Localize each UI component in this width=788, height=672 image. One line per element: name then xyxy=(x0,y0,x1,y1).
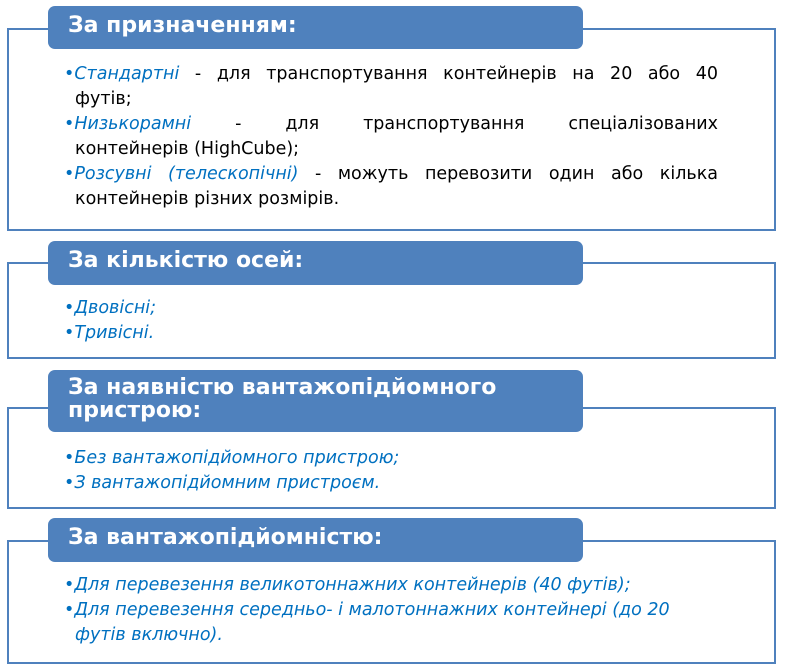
section-lifting-device-header: За наявністю вантажопідйомного пристрою: xyxy=(48,370,583,432)
item-term: Без вантажопідйомного пристрою; xyxy=(74,448,400,468)
section-purpose-header: За призначенням: xyxy=(48,6,583,49)
item-term: Низькорамні xyxy=(74,114,192,134)
section-purpose-list: •Стандартні - для транспортування контей… xyxy=(64,62,718,212)
item-text: - можуть перевозити один або кілька xyxy=(298,164,718,184)
bullet-icon: • xyxy=(64,575,75,595)
item-term: Тривісні. xyxy=(74,323,155,343)
item-text-cont: футів; xyxy=(75,89,132,109)
item-text: - для транспортування спеціалізованих xyxy=(191,114,718,134)
section-capacity-header: За вантажопідйомністю: xyxy=(48,518,583,562)
item-term: Для перевезення великотоннажних контейне… xyxy=(74,575,631,595)
list-item: •Стандартні - для транспортування контей… xyxy=(64,62,718,112)
bullet-icon: • xyxy=(64,114,75,134)
list-item: •Для перевезення великотоннажних контейн… xyxy=(64,573,718,598)
bullet-icon: • xyxy=(64,323,75,343)
bullet-icon: • xyxy=(64,448,75,468)
section-capacity-list: •Для перевезення великотоннажних контейн… xyxy=(64,573,718,648)
list-item: •З вантажопідйомним пристроєм. xyxy=(64,471,718,496)
section-axles-list: •Двовісні; •Тривісні. xyxy=(64,296,718,346)
list-item: •Двовісні; xyxy=(64,296,718,321)
list-item: •Низькорамні - для транспортування спеці… xyxy=(64,112,718,162)
list-item: •Для перевезення середньо- і малотоннажн… xyxy=(64,598,718,648)
list-item: •Тривісні. xyxy=(64,321,718,346)
item-text-cont: контейнерів різних розмірів. xyxy=(75,189,340,209)
item-text: - для транспортування контейнерів на 20 … xyxy=(179,64,718,84)
section-lifting-device-list: •Без вантажопідйомного пристрою; •З вант… xyxy=(64,446,718,496)
bullet-icon: • xyxy=(64,473,75,493)
item-text-cont: футів включно). xyxy=(75,625,223,645)
item-term: Стандартні xyxy=(74,64,180,84)
bullet-icon: • xyxy=(64,164,75,184)
bullet-icon: • xyxy=(64,64,75,84)
item-text-cont: контейнерів (HighCube); xyxy=(75,139,300,159)
item-term: З вантажопідйомним пристроєм. xyxy=(74,473,381,493)
bullet-icon: • xyxy=(64,298,75,318)
list-item: •Без вантажопідйомного пристрою; xyxy=(64,446,718,471)
item-term: Для перевезення середньо- і малотоннажни… xyxy=(74,600,670,620)
item-term: Двовісні; xyxy=(74,298,157,318)
list-item: •Розсувні (телескопічні) - можуть перево… xyxy=(64,162,718,212)
item-term: Розсувні (телескопічні) xyxy=(74,164,299,184)
section-axles-header: За кількістю осей: xyxy=(48,241,583,285)
bullet-icon: • xyxy=(64,600,75,620)
